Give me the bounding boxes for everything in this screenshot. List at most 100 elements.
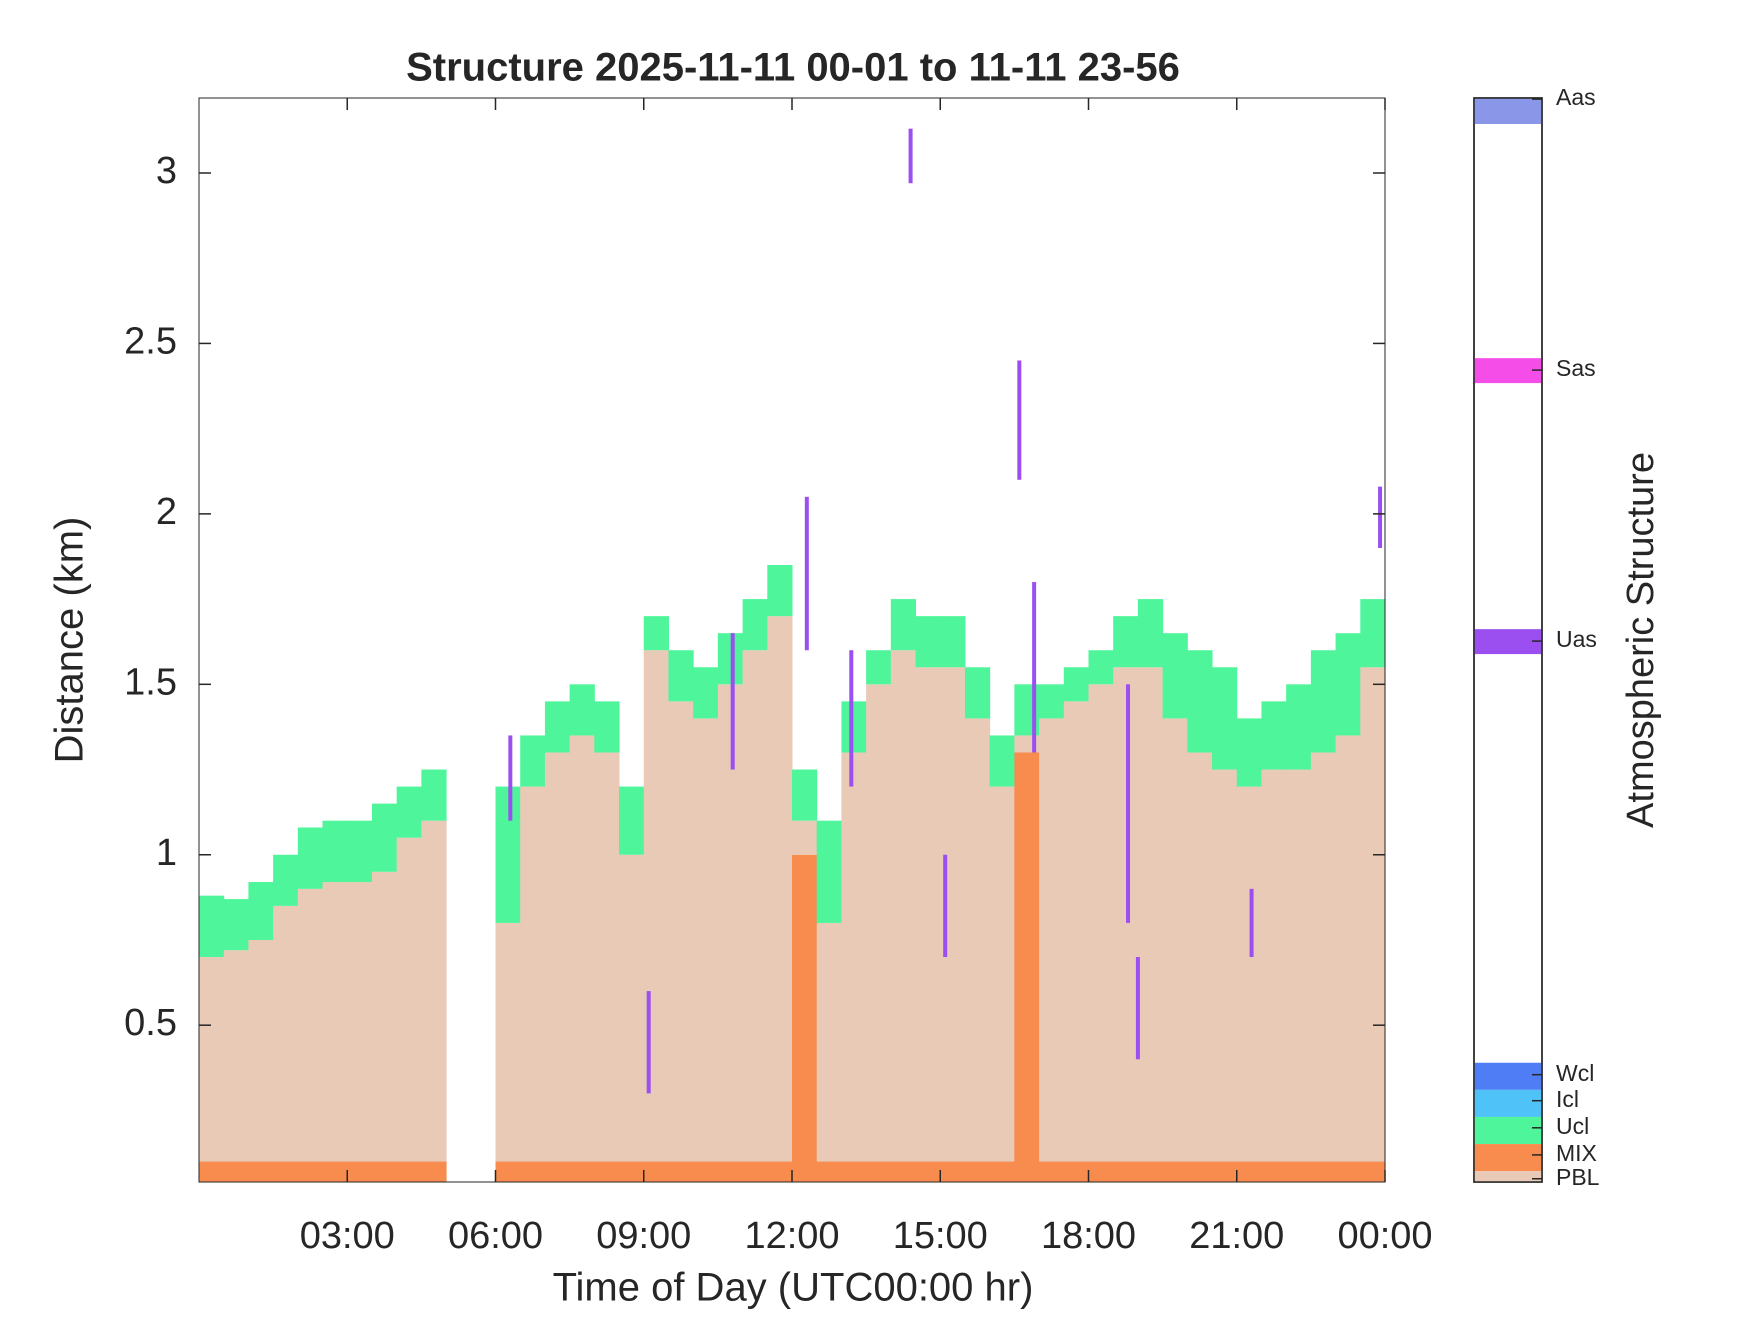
- layer-segment: [371, 1161, 398, 1182]
- layer-segment: [544, 752, 571, 1162]
- colorbar-swatch: [1474, 1171, 1542, 1182]
- layer-segment: [792, 769, 818, 821]
- layer-segment: [693, 718, 719, 1162]
- layer-segment: [1335, 1161, 1361, 1182]
- layer-segment: [569, 684, 595, 736]
- layer-segment: [668, 650, 694, 702]
- layer-segment: [1088, 650, 1114, 685]
- layer-segment: [273, 1161, 299, 1182]
- layer-segment: [1335, 735, 1361, 1162]
- x-tick-label: 21:00: [1189, 1215, 1284, 1257]
- layer-segment: [520, 1161, 546, 1182]
- layer-segment: [1360, 1161, 1386, 1182]
- layer-segment: [619, 786, 645, 855]
- layer-segment: [248, 1161, 274, 1182]
- layer-segment: [989, 1161, 1015, 1182]
- layer-segment: [273, 854, 299, 906]
- x-tick-label: 09:00: [596, 1215, 691, 1257]
- layer-segment: [841, 752, 867, 1162]
- layer-segment: [1310, 650, 1337, 753]
- layer-segment: [1360, 667, 1386, 1162]
- layer-segment: [1261, 701, 1287, 770]
- layer-segment: [742, 1161, 768, 1182]
- layer-segment: [421, 769, 447, 821]
- layer-segment: [322, 882, 348, 1162]
- uas-segment: [1249, 888, 1254, 958]
- layer-segment: [693, 667, 719, 719]
- layer-segment: [816, 922, 842, 1162]
- colorbar-outline: [1473, 97, 1543, 1183]
- uas-segment: [1135, 957, 1140, 1060]
- x-tick-label: 12:00: [744, 1215, 839, 1257]
- layer-segment: [1162, 633, 1188, 719]
- uas-segment: [943, 854, 948, 958]
- layer-segment: [544, 701, 571, 753]
- uas-segment: [1032, 582, 1037, 753]
- x-tick-label: 15:00: [893, 1215, 988, 1257]
- layer-segment: [1360, 599, 1386, 668]
- colorbar-swatch: [1474, 1062, 1542, 1090]
- uas-segment: [1017, 360, 1022, 480]
- x-tick-label: 06:00: [448, 1215, 543, 1257]
- layer-segment: [520, 735, 546, 787]
- colorbar-label: Aas: [1556, 84, 1596, 110]
- colorbar-swatch: [1474, 98, 1542, 125]
- layer-segment: [297, 827, 324, 889]
- x-axis-label: Time of Day (UTC00:00 hr): [553, 1266, 1034, 1310]
- layer-segment: [940, 1161, 966, 1182]
- y-tick-label: 2.5: [124, 320, 177, 362]
- y-tick-label: 1: [156, 832, 177, 874]
- colorbar-swatch: [1474, 1089, 1542, 1117]
- layer-segment: [322, 820, 348, 883]
- layer-segment: [619, 1161, 645, 1182]
- layer-segment: [347, 1161, 373, 1182]
- layer-segment: [248, 939, 274, 1162]
- layer-segment: [1039, 1161, 1065, 1182]
- layer-segment: [1212, 667, 1238, 770]
- layer-segment: [322, 1161, 348, 1182]
- layer-segment: [1162, 718, 1188, 1162]
- layer-segment: [964, 718, 991, 1162]
- colorbar-label: PBL: [1556, 1164, 1600, 1190]
- layer-segment: [866, 1161, 892, 1182]
- layer-segment: [1113, 616, 1139, 668]
- layer-segment: [693, 1161, 719, 1182]
- layer-segment: [792, 854, 818, 1182]
- layer-segment: [396, 1161, 422, 1182]
- layer-segment: [495, 922, 521, 1162]
- colorbar-swatch: [1474, 1144, 1542, 1172]
- layer-segment: [1187, 752, 1213, 1162]
- colorbar-label: Uas: [1556, 626, 1597, 652]
- layer-segment: [816, 820, 842, 923]
- layer-segment: [544, 1161, 571, 1182]
- layer-segment: [767, 1161, 793, 1182]
- layer-segment: [1162, 1161, 1188, 1182]
- layer-segment: [717, 1161, 744, 1182]
- layer-segment: [619, 854, 645, 1162]
- layer-segment: [396, 786, 422, 838]
- y-tick-label: 3: [156, 150, 177, 192]
- y-axis-label: Distance (km): [48, 517, 92, 764]
- layer-segment: [1014, 752, 1040, 1182]
- uas-segment: [1126, 684, 1131, 923]
- uas-segment: [804, 496, 809, 651]
- layer-segment: [297, 888, 324, 1162]
- layer-segment: [866, 684, 892, 1162]
- layer-segment: [199, 895, 225, 958]
- layer-segment: [915, 616, 941, 668]
- layer-segment: [1212, 1161, 1238, 1182]
- colorbar-swatch: [1474, 629, 1542, 655]
- y-tick-label: 2: [156, 491, 177, 533]
- layer-segment: [1286, 769, 1312, 1162]
- layer-segment: [1236, 786, 1262, 1162]
- layer-segment: [1113, 667, 1139, 1162]
- uas-segment: [730, 633, 735, 770]
- layer-segment: [742, 599, 768, 651]
- layer-segment: [841, 1161, 867, 1182]
- layer-segment: [816, 1161, 842, 1182]
- layer-segment: [1137, 667, 1164, 1162]
- layer-segment: [940, 616, 966, 668]
- layer-segment: [223, 1161, 249, 1182]
- layer-segment: [1137, 599, 1164, 668]
